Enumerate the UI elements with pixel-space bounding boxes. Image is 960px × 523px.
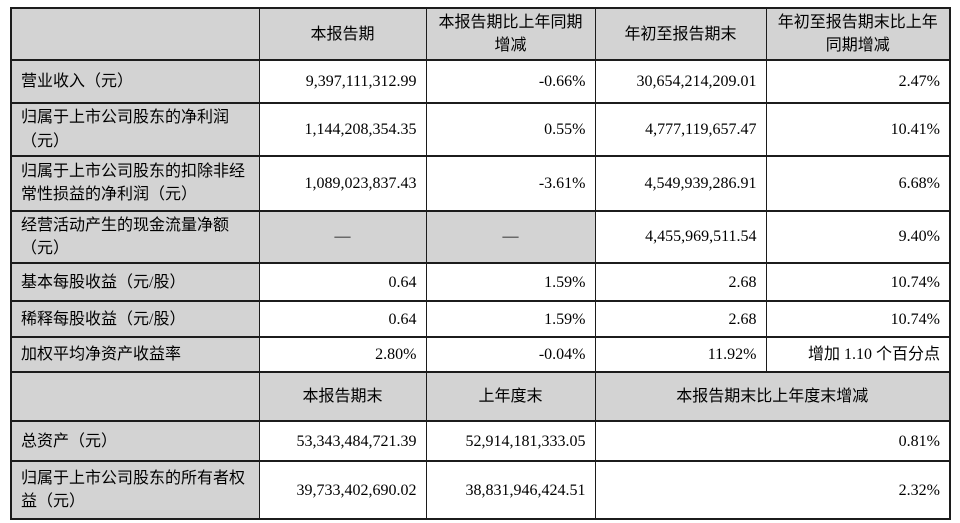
value-cell: 0.55%	[425, 102, 596, 157]
table-row-total-assets: 总资产（元） 53,343,484,721.39 52,914,181,333.…	[10, 420, 951, 463]
value-cell: 52,914,181,333.05	[425, 420, 596, 463]
row-label: 稀释每股收益（元/股）	[10, 300, 260, 339]
value-cell: 2.80%	[258, 336, 427, 374]
col-header-year-to-date-yoy: 年初至报告期末比上年同期增减	[765, 6, 951, 62]
value-cell: 1.59%	[425, 262, 596, 303]
empty-dash-cell: —	[258, 209, 427, 265]
row-label: 归属于上市公司股东的所有者权益（元）	[10, 460, 260, 521]
table-row-diluted-eps: 稀释每股收益（元/股） 0.64 1.59% 2.68 10.74%	[10, 300, 951, 339]
table-row-net-profit: 归属于上市公司股东的净利润（元） 1,144,208,354.35 0.55% …	[10, 102, 951, 157]
value-cell: 1,144,208,354.35	[258, 102, 427, 157]
value-cell: 9.40%	[765, 209, 951, 265]
value-cell: 0.81%	[594, 420, 951, 463]
financial-summary-table: 本报告期 本报告期比上年同期增减 年初至报告期末 年初至报告期末比上年同期增减 …	[10, 6, 951, 521]
row-label: 营业收入（元）	[10, 59, 260, 105]
table-row-basic-eps: 基本每股收益（元/股） 0.64 1.59% 2.68 10.74%	[10, 262, 951, 303]
row-label: 总资产（元）	[10, 420, 260, 463]
value-cell: 增加 1.10 个百分点	[765, 336, 951, 374]
table-row-operating-cash-flow: 经营活动产生的现金流量净额（元） — — 4,455,969,511.54 9.…	[10, 209, 951, 265]
table-row-net-profit-excl-nonrecurring: 归属于上市公司股东的扣除非经常性损益的净利润（元） 1,089,023,837.…	[10, 154, 951, 212]
value-cell: 1,089,023,837.43	[258, 154, 427, 212]
value-cell: 39,733,402,690.02	[258, 460, 427, 521]
empty-dash-cell: —	[425, 209, 596, 265]
row-label: 归属于上市公司股东的净利润（元）	[10, 102, 260, 157]
col-header-current-period-yoy: 本报告期比上年同期增减	[425, 6, 596, 62]
corner-cell	[10, 371, 260, 423]
value-cell: 53,343,484,721.39	[258, 420, 427, 463]
value-cell: 30,654,214,209.01	[594, 59, 767, 105]
corner-cell	[10, 6, 260, 62]
value-cell: 2.68	[594, 300, 767, 339]
value-cell: -0.66%	[425, 59, 596, 105]
value-cell: 11.92%	[594, 336, 767, 374]
value-cell: 2.68	[594, 262, 767, 303]
value-cell: 10.74%	[765, 262, 951, 303]
value-cell: -3.61%	[425, 154, 596, 212]
row-label: 基本每股收益（元/股）	[10, 262, 260, 303]
value-cell: -0.04%	[425, 336, 596, 374]
col-header-current-period: 本报告期	[258, 6, 427, 62]
col-header-period-end: 本报告期末	[258, 371, 427, 423]
table-row-shareholders-equity: 归属于上市公司股东的所有者权益（元） 39,733,402,690.02 38,…	[10, 460, 951, 521]
table-header-row-2: 本报告期末 上年度末 本报告期末比上年度末增减	[10, 371, 951, 423]
value-cell: 4,777,119,657.47	[594, 102, 767, 157]
table-row-revenue: 营业收入（元） 9,397,111,312.99 -0.66% 30,654,2…	[10, 59, 951, 105]
value-cell: 2.47%	[765, 59, 951, 105]
value-cell: 0.64	[258, 262, 427, 303]
row-label: 经营活动产生的现金流量净额（元）	[10, 209, 260, 265]
table-row-weighted-avg-roe: 加权平均净资产收益率 2.80% -0.04% 11.92% 增加 1.10 个…	[10, 336, 951, 374]
value-cell: 9,397,111,312.99	[258, 59, 427, 105]
value-cell: 10.74%	[765, 300, 951, 339]
value-cell: 4,549,939,286.91	[594, 154, 767, 212]
row-label: 加权平均净资产收益率	[10, 336, 260, 374]
col-header-period-end-vs-prev: 本报告期末比上年度末增减	[594, 371, 951, 423]
value-cell: 6.68%	[765, 154, 951, 212]
table-header-row-1: 本报告期 本报告期比上年同期增减 年初至报告期末 年初至报告期末比上年同期增减	[10, 6, 951, 62]
value-cell: 38,831,946,424.51	[425, 460, 596, 521]
col-header-year-to-date: 年初至报告期末	[594, 6, 767, 62]
col-header-prev-year-end: 上年度末	[425, 371, 596, 423]
value-cell: 1.59%	[425, 300, 596, 339]
value-cell: 10.41%	[765, 102, 951, 157]
value-cell: 4,455,969,511.54	[594, 209, 767, 265]
value-cell: 2.32%	[594, 460, 951, 521]
value-cell: 0.64	[258, 300, 427, 339]
row-label: 归属于上市公司股东的扣除非经常性损益的净利润（元）	[10, 154, 260, 212]
